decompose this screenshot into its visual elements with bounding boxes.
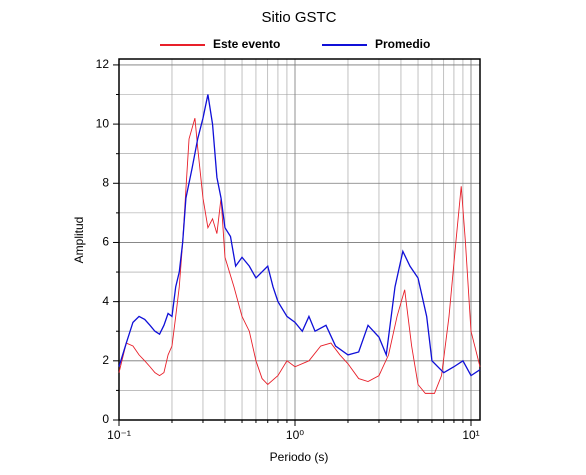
data-line [118,118,481,394]
x-tick-label: 10⁰ [286,428,304,442]
y-tick-label: 4 [102,294,109,308]
y-axis-label: Amplitud [72,217,86,264]
y-tick-label: 8 [102,175,109,189]
x-tick-label: 10¹ [462,428,479,442]
legend-label: Este evento [213,37,280,51]
y-tick-label: 10 [96,116,110,130]
y-tick-label: 12 [96,57,110,71]
legend-label: Promedio [375,37,430,51]
y-tick-label: 2 [102,353,109,367]
chart-title: Sitio GSTC [261,9,336,26]
y-tick-label: 0 [102,412,109,426]
x-tick-label: 10⁻¹ [107,428,131,442]
plot-frame [118,58,481,421]
data-line [118,94,481,377]
x-axis-label: Periodo (s) [270,450,329,464]
y-tick-label: 6 [102,235,109,249]
